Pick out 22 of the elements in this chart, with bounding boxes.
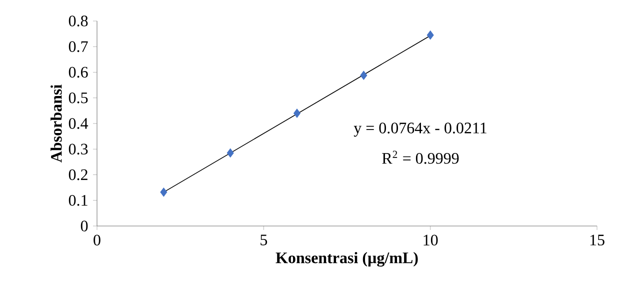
point bbox=[160, 188, 168, 197]
y-tick-label: 0.5 bbox=[68, 92, 88, 104]
annotation: y = 0.0764x - 0.0211 bbox=[354, 122, 486, 137]
x-tick-label: 5 bbox=[260, 234, 268, 246]
x-tick-label: 0 bbox=[94, 234, 100, 246]
point bbox=[360, 70, 368, 80]
point bbox=[294, 108, 300, 118]
x-axis-title: Konsentrasi (µg/mL) bbox=[276, 252, 418, 267]
y-tick-label: 0.8 bbox=[68, 16, 88, 26]
x-tick-label: 15 bbox=[590, 234, 604, 246]
y-tick-label: 0 bbox=[80, 220, 88, 232]
y-tick-label: 0.4 bbox=[68, 118, 88, 129]
y-tick-label: 0.7 bbox=[68, 41, 88, 52]
y-tick-label: 0.3 bbox=[68, 144, 88, 155]
annotation: R$^{2}$ = 0.9999 bbox=[382, 150, 459, 164]
y-tick-label: 0.6 bbox=[68, 66, 88, 78]
point bbox=[426, 30, 434, 40]
y-tick-label: 0.2 bbox=[68, 169, 88, 180]
y-tick-label: 0.1 bbox=[68, 194, 88, 206]
point bbox=[226, 148, 234, 158]
y-axis-title: Absorbansi bbox=[50, 84, 62, 162]
x-tick-label: 10 bbox=[424, 234, 438, 246]
